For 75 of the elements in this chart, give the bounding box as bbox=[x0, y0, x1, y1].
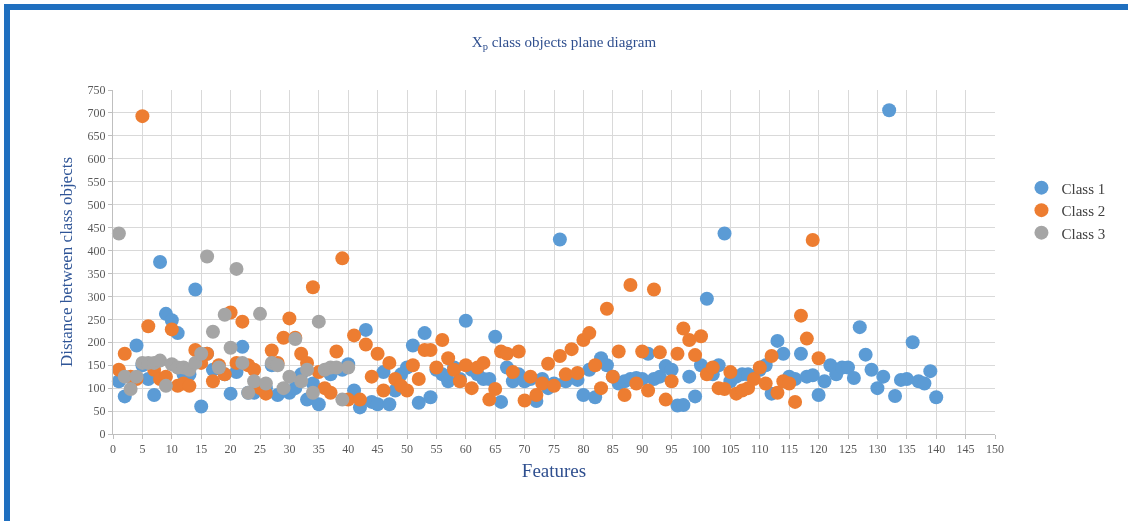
y-tick-label: 350 bbox=[87, 266, 106, 281]
y-tick-label: 450 bbox=[87, 220, 106, 235]
y-tick-label: 0 bbox=[99, 427, 106, 442]
y-axis-title: Distance between class objects bbox=[57, 156, 77, 368]
point bbox=[300, 362, 315, 377]
x-tick-label: 85 bbox=[606, 442, 619, 457]
x-tick-label: 150 bbox=[986, 442, 1004, 457]
x-tick-label: 135 bbox=[897, 442, 916, 457]
x-tick-label: 10 bbox=[165, 442, 178, 457]
x-tick-label: 35 bbox=[312, 442, 325, 457]
x-tick-label: 95 bbox=[665, 442, 678, 457]
x-tick-label: 115 bbox=[780, 442, 798, 457]
x-axis-title: Features bbox=[521, 460, 587, 482]
x-tick-label: 65 bbox=[489, 442, 502, 457]
x-tick-label: 25 bbox=[254, 442, 266, 457]
y-tick-label: 250 bbox=[87, 312, 106, 327]
x-tick-label: 45 bbox=[371, 442, 384, 457]
x-tick-label: 90 bbox=[636, 442, 649, 457]
x-tick-label: 140 bbox=[927, 442, 946, 457]
y-tick-label: 700 bbox=[87, 106, 106, 121]
legend-label: Class 2 bbox=[1061, 203, 1106, 219]
y-tick-label: 500 bbox=[87, 197, 106, 212]
point bbox=[158, 378, 173, 393]
point bbox=[205, 324, 220, 339]
x-tick-label: 15 bbox=[195, 442, 208, 457]
y-tick-label: 650 bbox=[87, 129, 106, 144]
y-tick-label: 100 bbox=[87, 381, 106, 396]
x-tick-label: 55 bbox=[430, 442, 443, 457]
x-tick-label: 120 bbox=[809, 442, 828, 457]
point bbox=[153, 353, 168, 368]
point bbox=[305, 385, 320, 400]
x-tick-label: 145 bbox=[956, 442, 975, 457]
legend-label: Class 3 bbox=[1061, 225, 1106, 242]
y-tick-label: 300 bbox=[87, 289, 106, 304]
y-tick-label: 150 bbox=[87, 358, 106, 373]
point bbox=[247, 374, 262, 389]
point bbox=[311, 314, 326, 329]
x-tick-label: 50 bbox=[401, 442, 413, 457]
point bbox=[282, 369, 297, 384]
point bbox=[123, 382, 138, 397]
point bbox=[117, 369, 132, 384]
y-tick-label: 550 bbox=[87, 174, 106, 189]
x-tick-label: 125 bbox=[839, 442, 857, 457]
x-tick-label: 105 bbox=[721, 442, 740, 457]
x-tick-label: 130 bbox=[868, 442, 887, 457]
point bbox=[235, 355, 250, 370]
y-tick-label: 750 bbox=[87, 83, 106, 98]
point bbox=[253, 306, 267, 321]
y-tick-label: 400 bbox=[87, 243, 106, 258]
point bbox=[223, 340, 238, 355]
point bbox=[229, 261, 244, 276]
x-tick-label: 20 bbox=[224, 442, 237, 457]
point bbox=[217, 307, 232, 322]
chart-title: X$_{p}$ class objects plane diagram bbox=[471, 33, 657, 53]
point bbox=[258, 376, 273, 391]
legend-label: Class 1 bbox=[1061, 180, 1106, 197]
y-tick-label: 50 bbox=[93, 404, 106, 419]
y-tick-label: 600 bbox=[87, 152, 106, 166]
point bbox=[335, 392, 350, 407]
x-tick-label: 75 bbox=[548, 442, 560, 457]
point bbox=[111, 226, 126, 241]
x-tick-label: 30 bbox=[283, 442, 296, 457]
y-tick-label: 200 bbox=[87, 335, 106, 350]
x-tick-label: 0 bbox=[110, 442, 116, 457]
point bbox=[194, 346, 209, 361]
point bbox=[294, 374, 309, 389]
x-tick-label: 110 bbox=[751, 442, 769, 457]
x-tick-label: 60 bbox=[459, 442, 472, 457]
x-tick-label: 80 bbox=[577, 442, 590, 457]
point bbox=[276, 381, 291, 396]
x-tick-label: 40 bbox=[342, 442, 355, 457]
x-tick-label: 70 bbox=[518, 442, 531, 457]
x-tick-label: 100 bbox=[692, 442, 710, 457]
point bbox=[200, 249, 215, 264]
x-tick-label: 5 bbox=[139, 442, 146, 457]
